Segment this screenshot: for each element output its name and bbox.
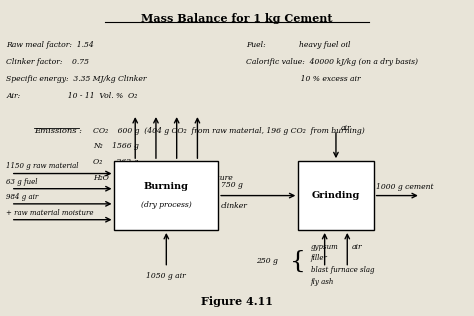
FancyBboxPatch shape xyxy=(298,161,374,230)
Text: Air:                    10 - 11  Vol. %  O₂: Air: 10 - 11 Vol. % O₂ xyxy=(6,92,137,100)
Text: filler: filler xyxy=(310,254,328,263)
Text: Calorific value:  40000 kJ/kg (on a dry basis): Calorific value: 40000 kJ/kg (on a dry b… xyxy=(246,58,419,66)
Text: 1150 g raw material: 1150 g raw material xyxy=(6,162,79,170)
Text: Burning: Burning xyxy=(144,182,189,191)
Text: CO₂    600 g  (404 g CO₂  from raw material, 196 g CO₂  from burning): CO₂ 600 g (404 g CO₂ from raw material, … xyxy=(93,127,365,135)
Text: O₂      262 g: O₂ 262 g xyxy=(93,158,139,166)
Text: air: air xyxy=(341,124,351,131)
Text: N₂    1566 g: N₂ 1566 g xyxy=(93,142,139,150)
Text: blast furnace slag: blast furnace slag xyxy=(310,266,374,274)
Text: gypsum: gypsum xyxy=(310,243,338,251)
Text: Fuel:              heavy fuel oil: Fuel: heavy fuel oil xyxy=(246,40,351,49)
Text: 10 % excess air: 10 % excess air xyxy=(246,75,361,83)
Text: 1050 g air: 1050 g air xyxy=(146,272,186,280)
FancyBboxPatch shape xyxy=(115,161,218,230)
Text: 984 g air: 984 g air xyxy=(6,193,38,201)
Text: 250 g: 250 g xyxy=(255,257,277,265)
Text: Specific energy:  3.35 MJ/kg Clinker: Specific energy: 3.35 MJ/kg Clinker xyxy=(6,75,146,83)
Text: Figure 4.11: Figure 4.11 xyxy=(201,296,273,307)
Text: {: { xyxy=(290,250,306,273)
Text: air: air xyxy=(352,243,363,251)
Text: Grinding: Grinding xyxy=(312,191,360,200)
Text: (dry process): (dry process) xyxy=(141,201,191,209)
Text: clinker: clinker xyxy=(220,202,247,210)
Text: Mass Balance for 1 kg Cement: Mass Balance for 1 kg Cement xyxy=(141,13,333,24)
Text: Raw meal factor:  1.54: Raw meal factor: 1.54 xyxy=(6,40,94,49)
Text: 63 g fuel: 63 g fuel xyxy=(6,178,37,185)
Text: Clinker factor:    0.75: Clinker factor: 0.75 xyxy=(6,58,89,66)
Text: 750 g: 750 g xyxy=(220,181,242,189)
Text: 1000 g cement: 1000 g cement xyxy=(376,183,434,191)
Text: Emissions :: Emissions : xyxy=(35,127,82,135)
Text: fly ash: fly ash xyxy=(310,278,334,286)
Text: + raw material moisture: + raw material moisture xyxy=(6,209,93,216)
Text: H₂O    69 g + raw material moisture: H₂O 69 g + raw material moisture xyxy=(93,174,233,182)
